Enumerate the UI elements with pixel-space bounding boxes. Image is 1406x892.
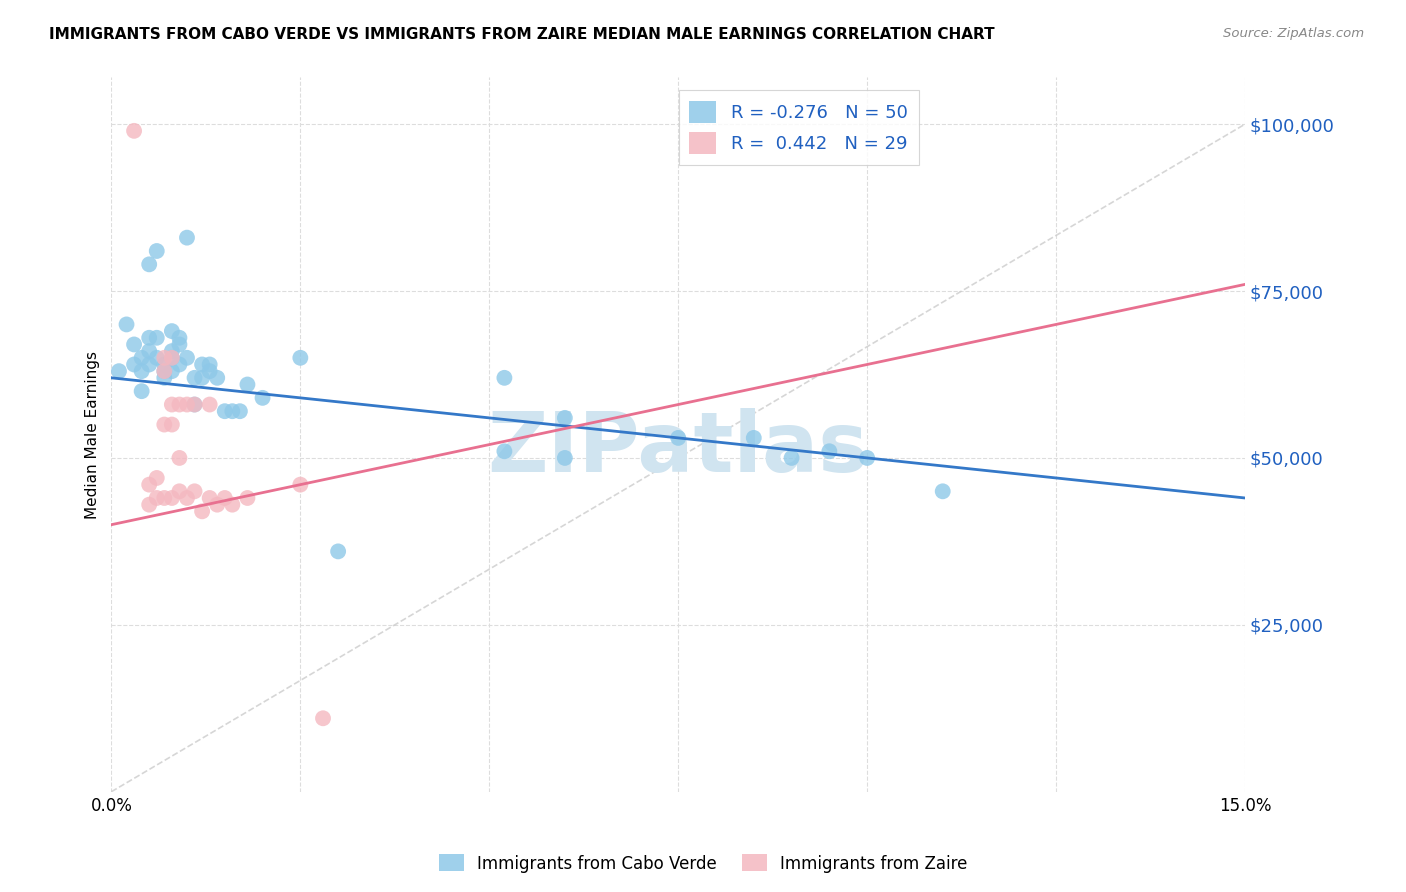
Point [169, 337, 191, 351]
Point [214, 491, 236, 505]
Point [554, 410, 576, 425]
Point [153, 364, 176, 378]
Point [153, 491, 176, 505]
Point [160, 351, 183, 365]
Point [221, 404, 243, 418]
Point [780, 450, 803, 465]
Point [205, 498, 228, 512]
Point [115, 318, 138, 332]
Point [198, 364, 221, 378]
Legend: R = -0.276   N = 50, R =  0.442   N = 29: R = -0.276 N = 50, R = 0.442 N = 29 [679, 90, 918, 165]
Point [145, 244, 167, 258]
Point [138, 358, 160, 372]
Point [198, 491, 221, 505]
Point [160, 344, 183, 359]
Point [176, 491, 198, 505]
Point [122, 124, 145, 138]
Point [214, 404, 236, 418]
Point [183, 371, 205, 385]
Text: ZIPatlas: ZIPatlas [488, 409, 869, 490]
Legend: Immigrants from Cabo Verde, Immigrants from Zaire: Immigrants from Cabo Verde, Immigrants f… [432, 847, 974, 880]
Point [153, 371, 176, 385]
Point [160, 491, 183, 505]
Point [160, 364, 183, 378]
Point [160, 398, 183, 412]
Point [856, 450, 879, 465]
Point [153, 358, 176, 372]
Point [312, 711, 335, 725]
Point [290, 477, 312, 491]
Point [122, 337, 145, 351]
Point [176, 398, 198, 412]
Point [326, 544, 349, 558]
Point [138, 477, 160, 491]
Point [160, 324, 183, 338]
Point [183, 484, 205, 499]
Point [108, 364, 131, 378]
Point [229, 404, 252, 418]
Point [198, 398, 221, 412]
Point [176, 230, 198, 244]
Point [236, 491, 259, 505]
Point [183, 398, 205, 412]
Point [145, 491, 167, 505]
Point [138, 344, 160, 359]
Point [131, 364, 153, 378]
Point [494, 444, 516, 458]
Point [169, 358, 191, 372]
Point [183, 398, 205, 412]
Point [160, 417, 183, 432]
Point [290, 351, 312, 365]
Point [554, 450, 576, 465]
Point [169, 484, 191, 499]
Point [818, 444, 841, 458]
Point [742, 431, 765, 445]
Point [138, 331, 160, 345]
Text: Source: ZipAtlas.com: Source: ZipAtlas.com [1223, 27, 1364, 40]
Point [932, 484, 955, 499]
Point [198, 358, 221, 372]
Point [191, 371, 214, 385]
Point [145, 471, 167, 485]
Point [169, 331, 191, 345]
Point [191, 358, 214, 372]
Point [176, 351, 198, 365]
Point [131, 384, 153, 399]
Point [138, 498, 160, 512]
Point [153, 351, 176, 365]
Point [145, 331, 167, 345]
Point [138, 257, 160, 271]
Y-axis label: Median Male Earnings: Median Male Earnings [86, 351, 100, 518]
Point [221, 498, 243, 512]
Point [131, 351, 153, 365]
Point [236, 377, 259, 392]
Point [145, 351, 167, 365]
Point [122, 358, 145, 372]
Point [191, 504, 214, 518]
Point [153, 417, 176, 432]
Point [252, 391, 274, 405]
Point [205, 371, 228, 385]
Point [169, 450, 191, 465]
Point [160, 351, 183, 365]
Point [666, 431, 689, 445]
Point [169, 398, 191, 412]
Point [153, 364, 176, 378]
Point [494, 371, 516, 385]
Text: IMMIGRANTS FROM CABO VERDE VS IMMIGRANTS FROM ZAIRE MEDIAN MALE EARNINGS CORRELA: IMMIGRANTS FROM CABO VERDE VS IMMIGRANTS… [49, 27, 995, 42]
